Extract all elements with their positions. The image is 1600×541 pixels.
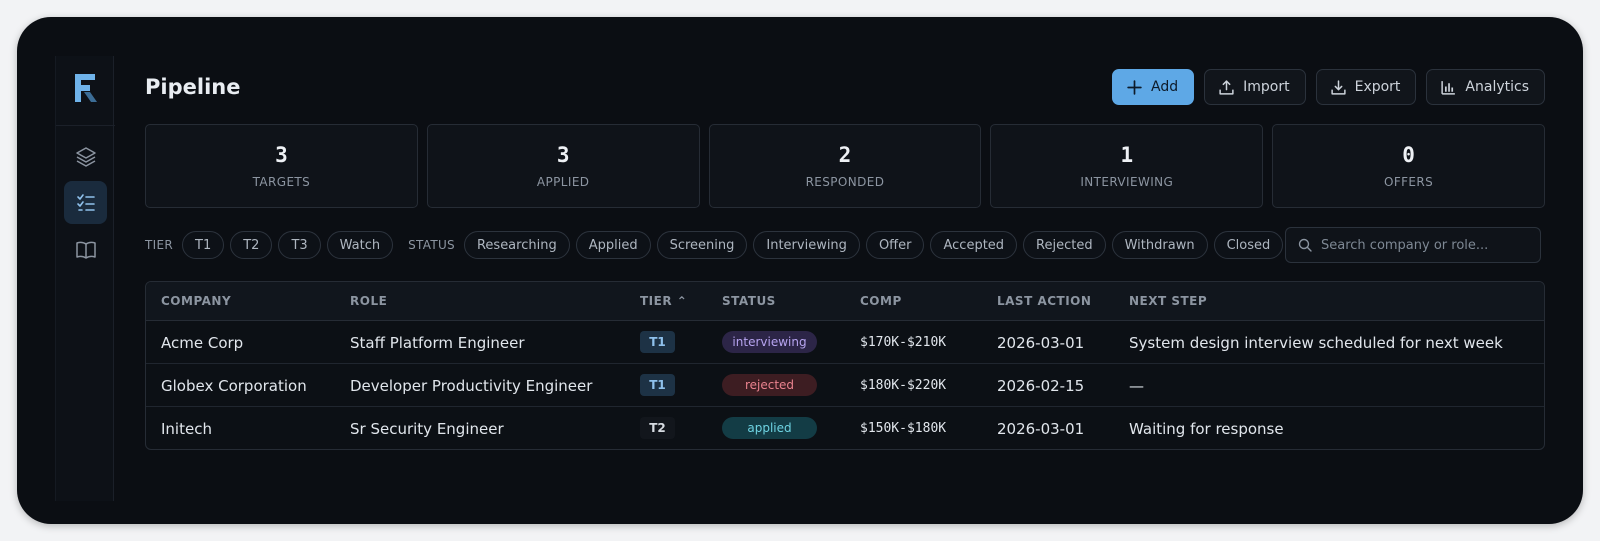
- cell-company: Globex Corporation: [161, 377, 307, 395]
- status-badge: applied: [722, 417, 817, 439]
- stat-value: 0: [1402, 143, 1415, 167]
- add-button-label: Add: [1151, 79, 1179, 95]
- tier-badge: T1: [640, 331, 675, 353]
- table-row[interactable]: Initech Sr Security Engineer T2 applied …: [146, 407, 1544, 449]
- status-chip-applied[interactable]: Applied: [575, 231, 651, 259]
- plus-icon: [1127, 79, 1142, 95]
- cell-comp: $180K-$220K: [860, 378, 947, 393]
- cell-role: Developer Productivity Engineer: [350, 377, 593, 395]
- page-title: Pipeline: [145, 75, 241, 99]
- cell-next-step: System design interview scheduled for ne…: [1129, 334, 1503, 352]
- sidebar-divider: [56, 125, 115, 126]
- search-input[interactable]: Search company or role...: [1285, 227, 1541, 263]
- stats-row: 3 TARGETS 3 APPLIED 2 RESPONDED 1 INTERV…: [145, 124, 1545, 208]
- stat-offers: 0 OFFERS: [1272, 124, 1545, 208]
- cell-last-action: 2026-03-01: [997, 420, 1085, 438]
- table-header: COMPANY ROLE TIER ⌃ STATUS COMP LAST ACT…: [146, 282, 1544, 321]
- stat-responded: 2 RESPONDED: [708, 124, 982, 208]
- cell-role: Sr Security Engineer: [350, 420, 504, 438]
- tier-chip-t3[interactable]: T3: [278, 231, 321, 259]
- column-header-last-action[interactable]: LAST ACTION: [997, 294, 1092, 308]
- status-chip-screening[interactable]: Screening: [656, 231, 748, 259]
- stat-value: 3: [275, 143, 288, 167]
- column-header-tier[interactable]: TIER ⌃: [640, 294, 687, 308]
- stat-label: APPLIED: [536, 175, 590, 189]
- sidebar: [55, 56, 115, 501]
- sidebar-item-docs[interactable]: [64, 228, 107, 271]
- import-button[interactable]: Import: [1204, 69, 1306, 105]
- export-button-label: Export: [1354, 79, 1401, 95]
- download-icon: [1330, 79, 1346, 95]
- status-chip-closed[interactable]: Closed: [1213, 231, 1284, 259]
- stat-label: TARGETS: [252, 175, 311, 189]
- status-chip-offer[interactable]: Offer: [865, 231, 925, 259]
- status-chip-interviewing[interactable]: Interviewing: [753, 231, 860, 259]
- status-badge: rejected: [722, 374, 817, 396]
- filter-bar: TIER T1 T2 T3 Watch STATUS Researching A…: [145, 227, 1545, 263]
- cell-last-action: 2026-03-01: [997, 334, 1085, 352]
- column-header-company[interactable]: COMPANY: [161, 294, 232, 308]
- stat-applied: 3 APPLIED: [426, 124, 700, 208]
- sort-ascending-icon: ⌃: [676, 294, 688, 308]
- stat-interviewing: 1 INTERVIEWING: [990, 124, 1264, 208]
- status-badge: interviewing: [722, 331, 817, 353]
- cell-next-step: Waiting for response: [1129, 420, 1284, 438]
- column-header-role[interactable]: ROLE: [350, 294, 388, 308]
- stat-value: 3: [556, 143, 570, 167]
- stat-label: INTERVIEWING: [1080, 175, 1174, 189]
- add-button[interactable]: Add: [1112, 69, 1195, 105]
- status-chip-researching[interactable]: Researching: [463, 231, 570, 259]
- stat-label: OFFERS: [1383, 175, 1434, 189]
- toolbar: Add Import Export: [1112, 69, 1545, 105]
- book-icon: [75, 241, 96, 259]
- column-header-comp[interactable]: COMP: [860, 294, 902, 308]
- column-header-tier-label: TIER: [640, 294, 673, 308]
- upload-icon: [1219, 79, 1234, 95]
- app-window: Pipeline Add Import: [17, 17, 1583, 524]
- bar-chart-icon: [1441, 80, 1456, 95]
- tier-chip-watch[interactable]: Watch: [326, 231, 394, 259]
- tier-badge: T1: [640, 374, 675, 396]
- layers-icon: [75, 146, 96, 167]
- tier-filter-label: TIER: [145, 238, 173, 252]
- cell-role: Staff Platform Engineer: [350, 334, 525, 352]
- tier-chip-t1[interactable]: T1: [182, 231, 225, 259]
- stat-targets: 3 TARGETS: [145, 124, 418, 208]
- status-chip-accepted[interactable]: Accepted: [930, 231, 1018, 259]
- cell-company: Initech: [161, 420, 212, 438]
- tier-chip-t2[interactable]: T2: [230, 231, 273, 259]
- export-button[interactable]: Export: [1315, 69, 1417, 105]
- column-header-next-step[interactable]: NEXT STEP: [1129, 294, 1208, 308]
- pipeline-table: COMPANY ROLE TIER ⌃ STATUS COMP LAST ACT…: [145, 281, 1545, 450]
- cell-last-action: 2026-02-15: [997, 377, 1085, 395]
- search-placeholder: Search company or role...: [1321, 237, 1489, 253]
- status-chip-rejected[interactable]: Rejected: [1023, 231, 1106, 259]
- stat-label: RESPONDED: [805, 175, 885, 189]
- sidebar-item-layers[interactable]: [64, 135, 107, 178]
- tier-badge: T2: [640, 417, 675, 439]
- import-button-label: Import: [1243, 79, 1290, 95]
- stat-value: 2: [838, 143, 852, 167]
- cell-company: Acme Corp: [161, 334, 244, 352]
- search-icon: [1298, 238, 1312, 252]
- stat-value: 1: [1120, 143, 1134, 167]
- sidebar-item-pipeline[interactable]: [64, 181, 107, 224]
- cell-comp: $170K-$210K: [860, 335, 947, 350]
- app-logo[interactable]: [73, 72, 99, 104]
- cell-next-step: —: [1129, 377, 1144, 395]
- status-filter-label: STATUS: [408, 238, 455, 252]
- cell-comp: $150K-$180K: [860, 421, 947, 436]
- table-row[interactable]: Globex Corporation Developer Productivit…: [146, 364, 1544, 407]
- column-header-status[interactable]: STATUS: [722, 294, 776, 308]
- table-row[interactable]: Acme Corp Staff Platform Engineer T1 int…: [146, 321, 1544, 364]
- status-chip-withdrawn[interactable]: Withdrawn: [1111, 231, 1208, 259]
- analytics-button-label: Analytics: [1465, 79, 1529, 95]
- analytics-button[interactable]: Analytics: [1426, 69, 1545, 105]
- checklist-icon: [76, 193, 95, 211]
- main-content: Pipeline Add Import: [145, 56, 1545, 496]
